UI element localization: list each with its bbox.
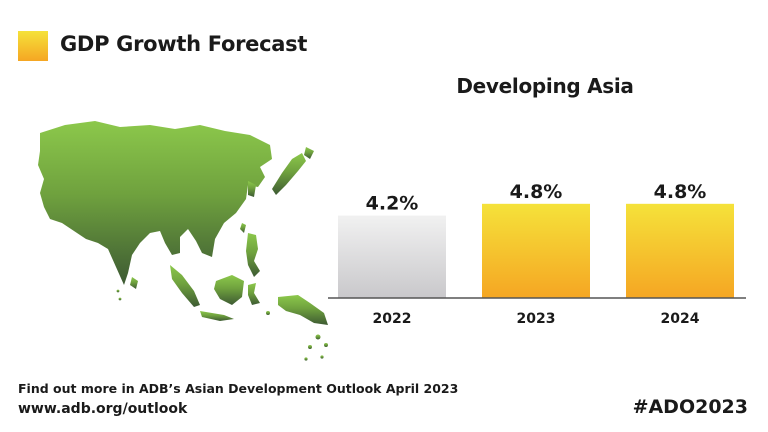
footer-url-link[interactable]: www.adb.org/outlook bbox=[18, 401, 188, 417]
forecast-legend-swatch bbox=[18, 31, 48, 61]
x-tick-label-2024: 2024 bbox=[661, 311, 700, 327]
value-label-2022: 4.2% bbox=[366, 193, 419, 215]
bar-2024 bbox=[626, 203, 734, 298]
value-label-2023: 4.8% bbox=[510, 181, 563, 203]
x-tick-label-2022: 2022 bbox=[373, 311, 412, 327]
value-label-2024: 4.8% bbox=[654, 181, 707, 203]
chart-subtitle: Developing Asia bbox=[456, 74, 634, 98]
chart-title: GDP Growth Forecast bbox=[60, 32, 308, 56]
hashtag-label: #ADO2023 bbox=[632, 396, 748, 418]
bar-2023 bbox=[482, 203, 590, 298]
footer-source-text: Find out more in ADB’s Asian Development… bbox=[18, 381, 459, 396]
bar-2022 bbox=[338, 215, 446, 298]
asia-map-icon bbox=[38, 121, 328, 361]
x-tick-label-2023: 2023 bbox=[517, 311, 556, 327]
